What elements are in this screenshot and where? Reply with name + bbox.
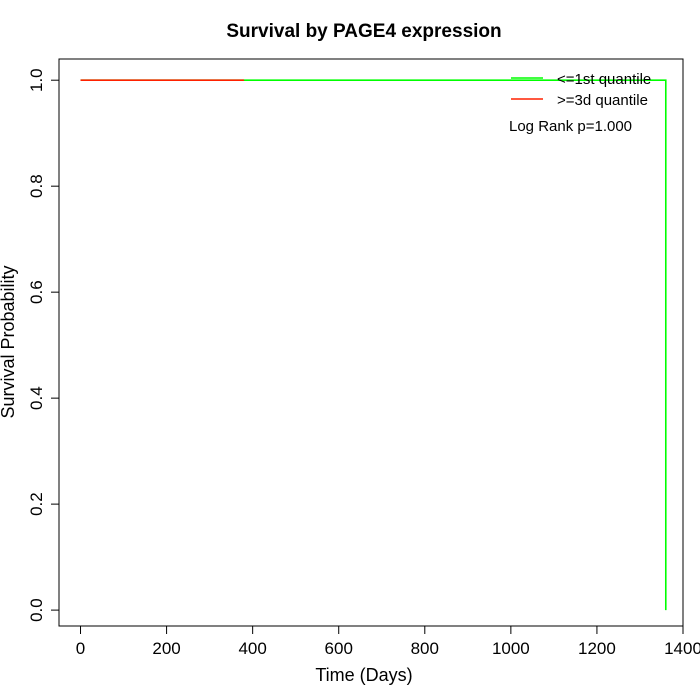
y-tick-label: 0.6 — [27, 280, 46, 304]
x-tick-label: 1000 — [492, 639, 530, 658]
legend: <=1st quantile >=3d quantile Log Rank p=… — [509, 71, 651, 135]
legend-label-low: <=1st quantile — [557, 71, 651, 88]
y-axis: 0.0 0.2 0.4 0.6 0.8 1.0 — [27, 68, 60, 622]
y-tick-label: 0.4 — [27, 386, 46, 410]
x-tick-label: 800 — [411, 639, 439, 658]
x-tick-label: 200 — [152, 639, 180, 658]
x-tick-label: 1400 — [664, 639, 700, 658]
y-axis-label: Survival Probability — [0, 265, 18, 418]
y-tick-label: 0.0 — [27, 598, 46, 622]
log-rank-annotation: Log Rank p=1.000 — [509, 118, 632, 135]
y-tick-label: 1.0 — [27, 68, 46, 92]
plot-frame — [58, 58, 684, 627]
series-layer — [80, 79, 667, 611]
x-tick-label: 0 — [76, 639, 85, 658]
series-line-low-quantile — [80, 79, 667, 611]
x-axis: 0 200 400 600 800 1000 1200 1400 — [76, 625, 700, 658]
legend-label-high: >=3d quantile — [557, 92, 648, 109]
y-tick-label: 0.8 — [27, 174, 46, 198]
chart-title: Survival by PAGE4 expression — [226, 21, 501, 42]
x-axis-label: Time (Days) — [315, 665, 412, 685]
x-tick-label: 600 — [325, 639, 353, 658]
y-tick-label: 0.2 — [27, 492, 46, 516]
x-tick-label: 400 — [238, 639, 266, 658]
x-tick-label: 1200 — [578, 639, 616, 658]
